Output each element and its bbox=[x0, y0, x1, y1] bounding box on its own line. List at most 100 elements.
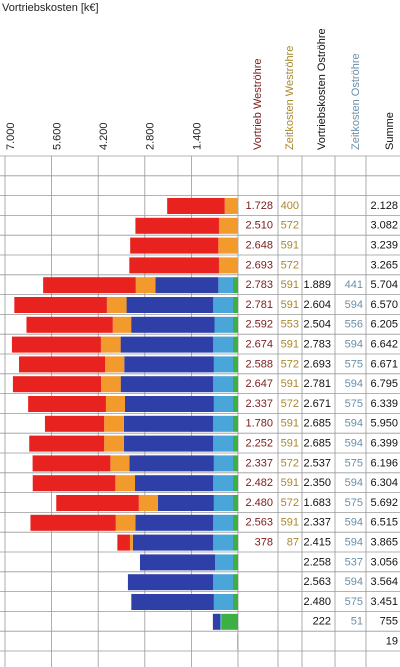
bar-segment bbox=[224, 198, 238, 214]
table-value: 1.780 bbox=[245, 418, 273, 430]
table-value: 572 bbox=[281, 457, 299, 469]
table-value: 5.950 bbox=[370, 418, 398, 430]
bar-segment bbox=[130, 237, 219, 254]
table-value: 594 bbox=[345, 339, 363, 351]
table-value: 591 bbox=[281, 299, 299, 311]
table-value: 594 bbox=[345, 537, 363, 549]
bar-segment bbox=[12, 376, 101, 393]
table-value: 594 bbox=[345, 576, 363, 588]
table-value: 5.692 bbox=[370, 497, 398, 509]
bar-segment bbox=[233, 316, 238, 333]
bar-segment bbox=[32, 475, 116, 492]
table-value: 572 bbox=[281, 220, 299, 232]
table-value: 378 bbox=[255, 537, 273, 549]
bar-segment bbox=[213, 495, 234, 511]
bar-segment bbox=[124, 356, 214, 373]
table-value: 594 bbox=[345, 378, 363, 390]
bar-segment bbox=[104, 415, 124, 432]
bar-segment bbox=[56, 495, 139, 511]
bar-segment bbox=[233, 435, 238, 452]
bar-segment bbox=[213, 455, 234, 472]
bar-segment bbox=[44, 415, 105, 432]
table-value: 572 bbox=[281, 497, 299, 509]
column-header: Vortrieb Weströhre bbox=[252, 58, 264, 150]
bar-segment bbox=[129, 455, 214, 472]
column-header: Zeitkosten Oströhre bbox=[350, 53, 362, 150]
bar-segment bbox=[214, 316, 234, 333]
table-value: 6.671 bbox=[370, 358, 398, 370]
table-value: 6.399 bbox=[370, 438, 398, 450]
table-value: 575 bbox=[345, 457, 363, 469]
table-value: 6.515 bbox=[370, 517, 398, 529]
bar-segment bbox=[233, 574, 238, 591]
bar-segment bbox=[124, 396, 214, 412]
bar-segment bbox=[233, 475, 238, 492]
table-value: 2.592 bbox=[245, 319, 273, 331]
bar-segment bbox=[14, 297, 107, 313]
table-value: 591 bbox=[281, 240, 299, 252]
table-value: 594 bbox=[345, 477, 363, 489]
table-value: 2.504 bbox=[303, 319, 331, 331]
table-value: 2.685 bbox=[303, 438, 331, 450]
table-value: 591 bbox=[281, 438, 299, 450]
table-value: 591 bbox=[281, 339, 299, 351]
table-value: 2.480 bbox=[245, 497, 273, 509]
bar-segment bbox=[215, 554, 234, 571]
table-value: 2.783 bbox=[303, 339, 331, 351]
bar-segment bbox=[28, 396, 106, 412]
bar-segment bbox=[233, 455, 238, 472]
table-value: 591 bbox=[281, 378, 299, 390]
bar-segment bbox=[220, 613, 222, 630]
column-header: Summe bbox=[384, 112, 396, 150]
table-value: 1.683 bbox=[303, 497, 331, 509]
table-value: 575 bbox=[345, 497, 363, 509]
bar-segment bbox=[233, 554, 238, 571]
table-value: 591 bbox=[281, 517, 299, 529]
bar-segment bbox=[129, 257, 219, 274]
table-value: 2.258 bbox=[303, 556, 331, 568]
bar-segment bbox=[213, 574, 234, 591]
table-value: 3.451 bbox=[370, 596, 398, 608]
bar-segment bbox=[123, 435, 214, 452]
x-tick-label: 4.200 bbox=[98, 122, 110, 150]
table-value: 575 bbox=[345, 358, 363, 370]
bar-segment bbox=[213, 297, 234, 313]
table-value: 2.415 bbox=[303, 537, 331, 549]
bar-segment bbox=[135, 277, 156, 294]
table-value: 2.693 bbox=[245, 259, 273, 271]
table-value: 222 bbox=[313, 616, 331, 628]
bar-segment bbox=[237, 633, 238, 650]
table-value: 6.795 bbox=[370, 378, 398, 390]
table-value: 755 bbox=[380, 616, 398, 628]
table-value: 2.482 bbox=[245, 477, 273, 489]
bar-segment bbox=[233, 514, 238, 531]
table-value: 87 bbox=[287, 537, 299, 549]
bar-segment bbox=[131, 316, 215, 333]
table-value: 6.196 bbox=[370, 457, 398, 469]
bar-segment bbox=[233, 495, 238, 511]
bar-segment bbox=[213, 435, 234, 452]
bar-segment bbox=[155, 277, 219, 294]
table-value: 594 bbox=[345, 418, 363, 430]
table-value: 591 bbox=[281, 477, 299, 489]
table-value: 591 bbox=[281, 279, 299, 291]
table-value: 6.642 bbox=[370, 339, 398, 351]
bar-segment bbox=[233, 396, 238, 412]
bar-segment bbox=[11, 336, 101, 353]
bar-segment bbox=[167, 198, 225, 214]
bar-segment bbox=[120, 336, 214, 353]
table-value: 2.685 bbox=[303, 418, 331, 430]
table-value: 400 bbox=[281, 200, 299, 212]
table-value: 2.537 bbox=[303, 457, 331, 469]
table-value: 6.339 bbox=[370, 398, 398, 410]
table-value: 2.647 bbox=[245, 378, 273, 390]
column-header: Vortriebskosten Oströhre bbox=[316, 28, 328, 150]
bar-segment bbox=[115, 475, 136, 492]
table-value: 2.337 bbox=[245, 457, 273, 469]
table-value: 2.588 bbox=[245, 358, 273, 370]
table-value: 51 bbox=[351, 616, 363, 628]
table-value: 2.510 bbox=[245, 220, 273, 232]
table-value: 2.563 bbox=[245, 517, 273, 529]
table-value: 2.671 bbox=[303, 398, 331, 410]
